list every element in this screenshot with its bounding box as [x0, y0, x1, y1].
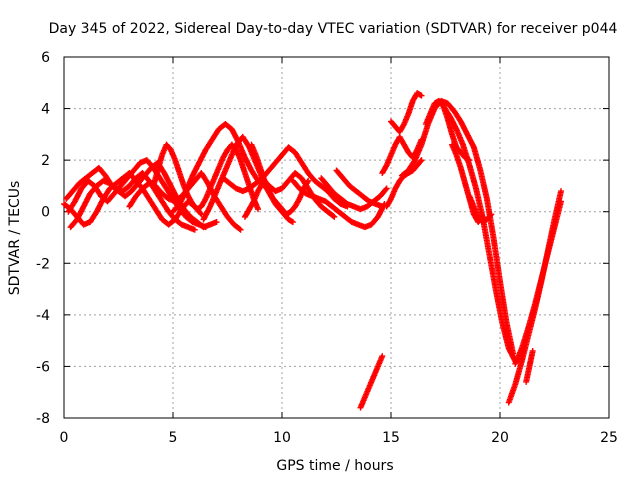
- x-tick-label: 0: [60, 430, 69, 446]
- data-point: [289, 219, 296, 226]
- series-track-15: [379, 133, 425, 177]
- data-point: [202, 224, 209, 231]
- data-point: [529, 347, 536, 354]
- x-tick-label: 10: [273, 430, 291, 446]
- series-track-22: [466, 193, 495, 226]
- data-point-interp: [236, 225, 243, 232]
- x-tick-label: 25: [600, 430, 618, 446]
- y-tick-label: 6: [41, 50, 50, 66]
- x-tick-label: 15: [382, 430, 400, 446]
- series-track-25: [523, 347, 536, 385]
- data-point: [331, 213, 338, 220]
- data-point: [213, 219, 220, 226]
- data-point: [558, 198, 565, 205]
- data-point: [558, 188, 565, 195]
- series-track-13: [318, 175, 390, 213]
- plot-frame: [63, 56, 610, 419]
- series-track-17: [388, 90, 425, 135]
- series-track-16: [383, 157, 425, 210]
- series-track-24: [512, 198, 565, 367]
- data-point: [237, 226, 244, 233]
- data-point: [418, 92, 425, 99]
- data-point-interp: [417, 158, 424, 165]
- series-track-20: [440, 102, 525, 365]
- data-points: [61, 90, 565, 411]
- series-track-18: [398, 97, 517, 357]
- data-point: [191, 226, 198, 233]
- chart-title: Day 345 of 2022, Sidereal Day-to-day VTE…: [49, 21, 618, 37]
- data-point: [379, 353, 386, 360]
- x-tick-labels: 0 5 10 15 20 25: [60, 430, 618, 446]
- series-track-7: [170, 121, 268, 215]
- y-tick-label: 2: [41, 153, 50, 169]
- data-point: [488, 211, 495, 218]
- y-tick-label: 0: [41, 205, 50, 221]
- data-point: [418, 157, 425, 164]
- series-track-14: [333, 167, 386, 210]
- y-tick-label: 4: [41, 102, 50, 118]
- data-point: [255, 206, 262, 213]
- y-tick-label: -8: [36, 411, 50, 427]
- series-track-11: [241, 180, 296, 226]
- data-point-interp: [382, 186, 389, 193]
- y-tick-label: -6: [36, 359, 50, 375]
- y-tick-labels: -8 -6 -4 -2 0 2 4 6: [36, 50, 50, 427]
- data-point: [305, 177, 312, 184]
- series-track-26: [357, 353, 386, 411]
- data-point-interp: [197, 210, 204, 217]
- y-tick-label: -2: [36, 256, 50, 272]
- x-axis-label: GPS time / hours: [276, 458, 393, 474]
- data-point-interp: [487, 212, 494, 219]
- y-axis-label: SDTVAR / TECUs: [7, 181, 23, 296]
- data-point-interp: [304, 179, 311, 186]
- series-track-5: [126, 170, 244, 233]
- data-point-interp: [330, 213, 337, 220]
- x-tick-label: 20: [491, 430, 509, 446]
- data-point: [383, 185, 390, 192]
- axis-ticks: [63, 56, 610, 419]
- x-tick-label: 5: [169, 430, 178, 446]
- y-tick-label: -4: [36, 308, 50, 324]
- series-track-3: [65, 157, 209, 231]
